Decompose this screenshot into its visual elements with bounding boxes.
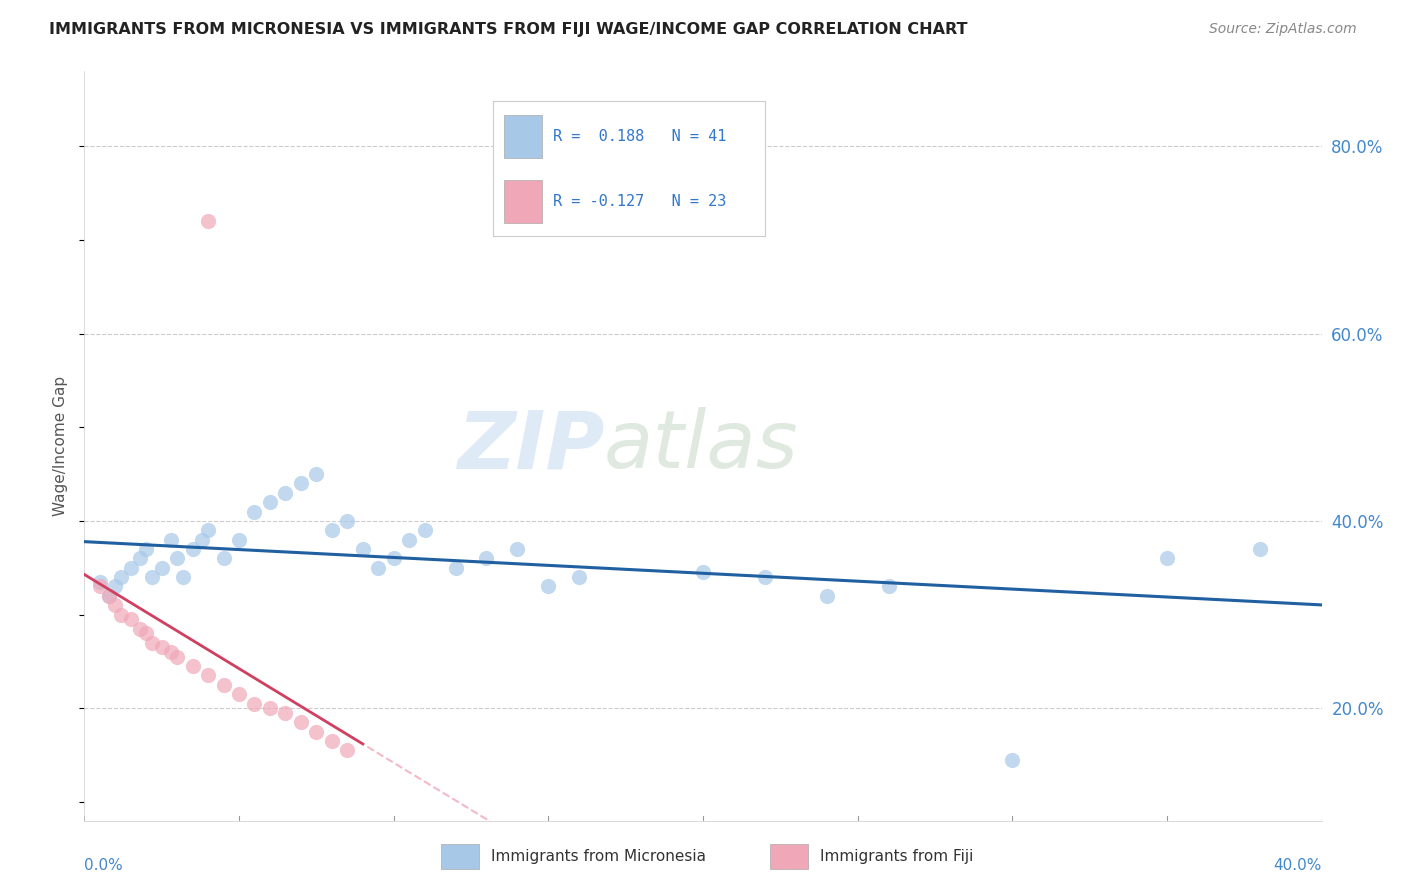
Point [160,533,183,547]
Text: atlas: atlas [605,407,799,485]
Point [181,659,204,673]
Point [129,551,152,566]
Point [166,551,188,566]
Text: 40.0%: 40.0% [1274,858,1322,873]
Point [413,523,436,537]
Point [321,523,343,537]
Point [150,640,173,655]
Point [160,645,183,659]
FancyBboxPatch shape [441,844,478,869]
Point [110,607,132,622]
Text: Source: ZipAtlas.com: Source: ZipAtlas.com [1209,22,1357,37]
Point [141,635,163,649]
Point [305,467,328,482]
Point [290,715,312,730]
Point [568,570,591,584]
Point [129,622,152,636]
Point [1156,551,1178,566]
FancyBboxPatch shape [770,844,808,869]
Point [305,724,328,739]
Text: Immigrants from Fiji: Immigrants from Fiji [821,849,974,863]
Point [259,495,281,509]
Point [336,514,359,528]
Point [166,649,188,664]
Point [1001,753,1024,767]
Point [692,566,714,580]
Point [197,523,219,537]
Point [191,533,214,547]
Point [104,580,127,594]
Point [228,533,250,547]
Point [815,589,838,603]
Point [98,589,121,603]
Point [243,505,266,519]
Point [243,697,266,711]
Point [181,542,204,557]
Text: Immigrants from Micronesia: Immigrants from Micronesia [492,849,706,863]
Point [274,486,297,500]
Point [89,580,111,594]
Point [259,701,281,715]
Point [120,612,142,626]
Point [444,561,467,575]
Point [537,580,560,594]
Point [135,626,157,640]
Point [382,551,405,566]
Point [274,706,297,720]
Text: 0.0%: 0.0% [84,858,124,873]
Point [877,580,900,594]
Y-axis label: Wage/Income Gap: Wage/Income Gap [53,376,69,516]
Point [475,551,498,566]
Point [89,574,111,589]
Point [120,561,142,575]
Point [398,533,420,547]
Point [290,476,312,491]
Point [352,542,374,557]
Point [228,687,250,701]
Point [172,570,194,584]
Point [135,542,157,557]
Point [336,743,359,757]
Point [321,734,343,748]
Point [367,561,389,575]
Point [754,570,776,584]
Point [1249,542,1271,557]
Point [98,589,121,603]
Text: IMMIGRANTS FROM MICRONESIA VS IMMIGRANTS FROM FIJI WAGE/INCOME GAP CORRELATION C: IMMIGRANTS FROM MICRONESIA VS IMMIGRANTS… [49,22,967,37]
Point [141,570,163,584]
Point [197,668,219,682]
Point [506,542,529,557]
Point [212,551,235,566]
Point [104,599,127,613]
Text: ZIP: ZIP [457,407,605,485]
Point [110,570,132,584]
Point [150,561,173,575]
Point [197,214,219,228]
Point [212,678,235,692]
